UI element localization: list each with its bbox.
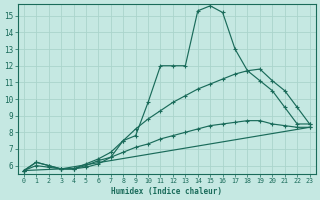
X-axis label: Humidex (Indice chaleur): Humidex (Indice chaleur) [111, 187, 222, 196]
